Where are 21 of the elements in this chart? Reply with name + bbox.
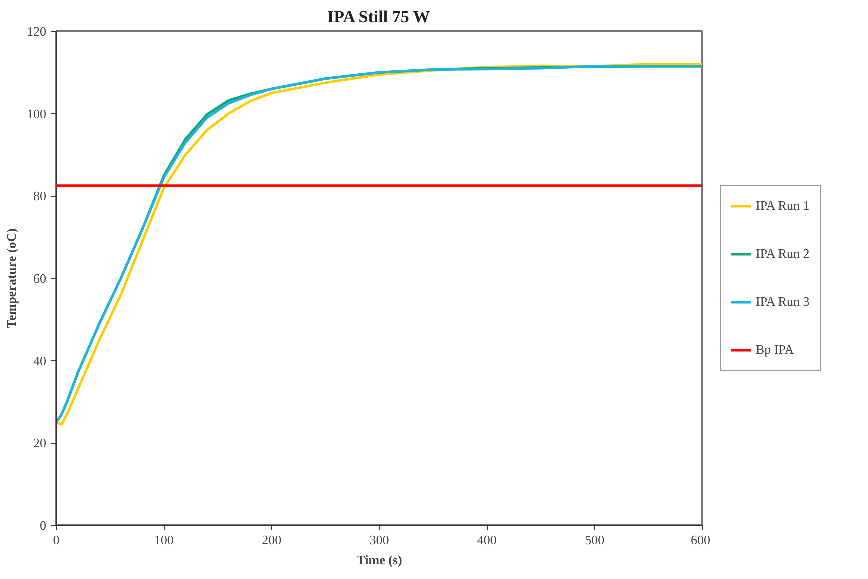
y-tick-label: 80 bbox=[34, 188, 46, 204]
y-tick-label: 20 bbox=[34, 436, 46, 451]
chart-title: IPA Still 75 W bbox=[327, 8, 430, 26]
y-tick-label: 120 bbox=[27, 24, 46, 39]
legend-label: IPA Run 2 bbox=[756, 246, 810, 262]
y-tick-label: 0 bbox=[40, 518, 46, 533]
y-axis-title: Temperature (oC) bbox=[4, 228, 19, 329]
x-tick-label: 0 bbox=[53, 532, 60, 548]
legend-label: Bp IPA bbox=[756, 342, 794, 358]
x-axis-title: Time (s) bbox=[356, 552, 402, 568]
y-tick-label: 60 bbox=[34, 271, 46, 286]
legend-label: IPA Run 3 bbox=[756, 294, 810, 310]
x-tick-label: 500 bbox=[585, 532, 605, 548]
x-tick-label: 400 bbox=[477, 532, 497, 548]
x-tick-label: 100 bbox=[154, 532, 174, 548]
x-tick-label: 300 bbox=[370, 532, 390, 548]
y-tick-label: 100 bbox=[27, 106, 46, 122]
legend-label: IPA Run 1 bbox=[756, 198, 810, 214]
x-tick-label: 600 bbox=[691, 532, 710, 548]
y-tick-label: 40 bbox=[34, 353, 46, 368]
x-tick-label: 200 bbox=[262, 532, 282, 548]
